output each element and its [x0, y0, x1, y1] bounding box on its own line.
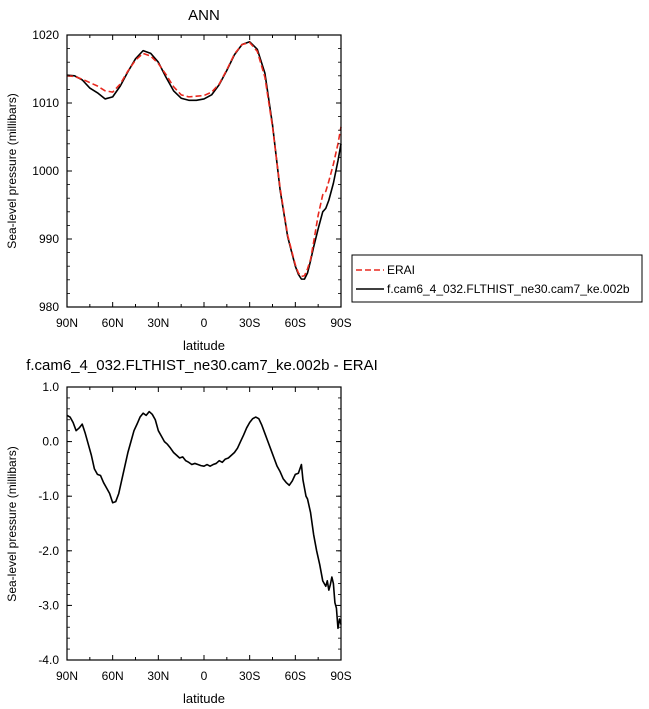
- top-x-axis-label: latitude: [183, 338, 225, 353]
- top-y-tick-label: 990: [39, 232, 59, 246]
- bottom-x-tick-label: 60S: [285, 669, 306, 683]
- bottom-series-line-model: [66, 410, 342, 630]
- bottom-y-axis-label: Sea-level pressure (millibars): [5, 446, 19, 601]
- top-x-tick-label: 60N: [102, 316, 124, 330]
- bottom-x-tick-label: 90N: [56, 669, 78, 683]
- top-x-tick-label: 60S: [285, 316, 306, 330]
- top-tick-layer: 90N 60N 30N 0 30S 60S 90S 980 990 1000 1010 1020: [32, 28, 351, 330]
- legend-box: [351, 254, 643, 303]
- top-series-layer: [66, 41, 342, 280]
- bottom-y-tick-label: -1.0: [38, 489, 59, 503]
- bottom-tick-layer: 90N 60N 30N 0 30S 60S 90S -4.0 -3.0 -2.0 -1.0 0.0 1.…: [38, 380, 351, 683]
- top-y-tick-label: 1020: [32, 28, 59, 42]
- bottom-series-layer: [66, 410, 342, 630]
- bottom-y-tick-label: 0.0: [42, 435, 59, 449]
- bottom-y-tick-label: -4.0: [38, 653, 59, 667]
- top-y-tick-label: 980: [39, 300, 59, 314]
- legend-label-erai: ERAI: [387, 263, 415, 277]
- top-y-axis-label: Sea-level pressure (millibars): [5, 93, 19, 248]
- top-panel: ANN 90N 60N 30N 0 30S 60S 90S 980 990 1000 1010 102…: [5, 7, 643, 353]
- bottom-panel: f.cam6_4_032.FLTHIST_ne30.cam7_ke.002b -…: [5, 357, 378, 706]
- top-x-tick-label: 90N: [56, 316, 78, 330]
- top-series-line-erai: [66, 41, 342, 278]
- bottom-x-tick-label: 0: [201, 669, 208, 683]
- top-y-tick-label: 1010: [32, 96, 59, 110]
- bottom-plot-frame: [66, 386, 342, 661]
- bottom-y-tick-label: -2.0: [38, 544, 59, 558]
- top-chart-title: ANN: [188, 7, 220, 24]
- bottom-x-tick-label: 90S: [330, 669, 351, 683]
- top-y-tick-label: 1000: [32, 164, 59, 178]
- top-x-tick-label: 30N: [147, 316, 169, 330]
- top-series-line-model: [66, 41, 342, 280]
- top-x-tick-label: 0: [201, 316, 208, 330]
- bottom-x-tick-label: 30S: [239, 669, 260, 683]
- top-plot-frame: [66, 34, 342, 308]
- bottom-chart-title: f.cam6_4_032.FLTHIST_ne30.cam7_ke.002b -…: [26, 357, 378, 374]
- bottom-x-tick-label: 30N: [147, 669, 169, 683]
- bottom-x-axis-label: latitude: [183, 691, 225, 706]
- top-x-tick-label: 30S: [239, 316, 260, 330]
- bottom-y-tick-label: 1.0: [42, 380, 59, 394]
- bottom-x-tick-label: 60N: [102, 669, 124, 683]
- legend: ERAI f.cam6_4_032.FLTHIST_ne30.cam7_ke.0…: [351, 254, 643, 303]
- bottom-y-tick-label: -3.0: [38, 598, 59, 612]
- legend-label-model: f.cam6_4_032.FLTHIST_ne30.cam7_ke.002b: [387, 282, 630, 296]
- top-x-tick-label: 90S: [330, 316, 351, 330]
